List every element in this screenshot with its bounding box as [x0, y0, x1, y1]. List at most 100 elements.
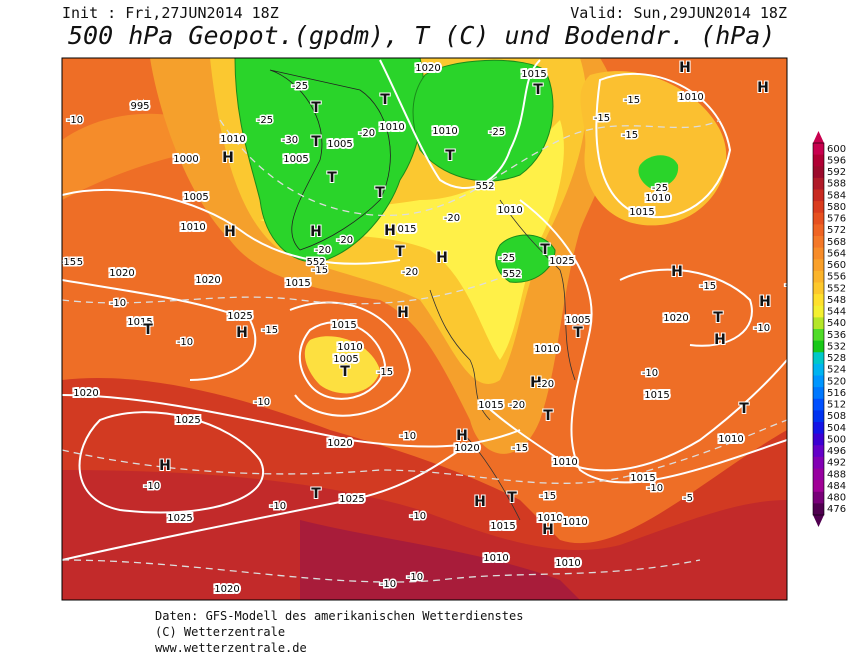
field — [260, 120, 564, 360]
temperature-label: -15 — [622, 130, 638, 141]
field — [300, 520, 580, 600]
pressure-center: H — [530, 375, 542, 391]
pressure-center: T — [445, 148, 455, 164]
pressure-center: T — [739, 401, 749, 417]
colorbar-frame — [812, 142, 825, 516]
pressure-center: H — [671, 264, 683, 280]
field — [304, 336, 380, 394]
isobar — [379, 59, 541, 190]
footer-copyright: (C) Wetterzentrale — [155, 625, 285, 639]
field — [62, 470, 787, 600]
colorbar-swatch — [813, 282, 824, 295]
colorbar-label: 564 — [827, 248, 846, 259]
colorbar-arrow — [813, 515, 824, 527]
colorbar-label: 548 — [827, 295, 846, 306]
isobar-label: 1005 — [183, 192, 208, 203]
colorbar-swatch — [813, 352, 824, 365]
colorbar-swatch — [813, 270, 824, 283]
isobar — [62, 279, 257, 381]
colorbar-swatch — [813, 201, 824, 214]
colorbar-label: 508 — [827, 411, 846, 422]
isobar-label: 1020 — [454, 443, 479, 454]
colorbar-swatch — [813, 503, 824, 516]
temperature-label: -10 — [400, 431, 416, 442]
colorbar-swatch — [813, 433, 824, 446]
isobar-label: 1010 — [562, 517, 587, 528]
temperature-label: -10 — [647, 483, 663, 494]
isobar — [298, 321, 387, 400]
height-label: 552 — [306, 257, 325, 268]
colorbar-swatch — [813, 212, 824, 225]
colorbar-swatch — [813, 340, 824, 353]
pressure-center: H — [436, 250, 448, 266]
pressure-center: T — [380, 92, 390, 108]
temperature-label: -20 — [538, 379, 554, 390]
colorbar-swatch — [813, 154, 824, 167]
temperature-label: -10 — [144, 481, 160, 492]
pressure-center: T — [533, 82, 543, 98]
isobar-label: 1020 — [214, 584, 239, 595]
pressure-center: H — [159, 458, 171, 474]
temperature-label: -15 — [60, 257, 76, 268]
isobar-label: 1010 — [483, 553, 508, 564]
pressure-center: T — [507, 490, 517, 506]
isobar-label: 1020 — [663, 313, 688, 324]
colorbar-label: 544 — [827, 307, 846, 318]
field — [580, 71, 727, 226]
coastline — [429, 199, 576, 521]
pressure-center: T — [395, 244, 405, 260]
colorbar-label: 528 — [827, 353, 846, 364]
isobar-label: 1025 — [167, 513, 192, 524]
colorbar-label: 480 — [827, 493, 846, 504]
colorbar-swatch — [813, 189, 824, 202]
map-frame — [61, 57, 788, 601]
colorbar-label: 580 — [827, 202, 846, 213]
colorbar-swatch — [813, 247, 824, 260]
isobar-label: 1010 — [497, 205, 522, 216]
temperature-label: -20 — [315, 245, 331, 256]
colorbar-label: 560 — [827, 260, 846, 271]
pressure-center: H — [224, 224, 236, 240]
pressure-center: T — [311, 134, 321, 150]
isobar-label: 1020 — [327, 438, 352, 449]
isobar — [519, 199, 787, 484]
pressure-center: T — [540, 242, 550, 258]
colorbar-swatch — [813, 329, 824, 342]
temperature-label: -15 — [512, 443, 528, 454]
colorbar: 6005965925885845805765725685645605565525… — [812, 131, 846, 527]
temperature-label: -10 — [380, 579, 396, 590]
pressure-center: T — [543, 408, 553, 424]
colorbar-label: 572 — [827, 225, 846, 236]
isobar-label: 1025 — [339, 494, 364, 505]
isobar-label: 1020 — [195, 275, 220, 286]
isobar — [78, 411, 264, 514]
temperature-label: -15 — [377, 367, 393, 378]
isobar-label: 1010 — [645, 193, 670, 204]
pressure-center: T — [311, 100, 321, 116]
colorbar-swatch — [813, 456, 824, 469]
temperature-label: -15 — [594, 113, 610, 124]
isobar-label: 1010 — [718, 434, 743, 445]
colorbar-swatch — [813, 236, 824, 249]
isobar-label: 1005 — [283, 154, 308, 165]
colorbar-swatch — [813, 480, 824, 493]
trough — [638, 155, 679, 189]
temperature-label: -20 — [359, 128, 375, 139]
isobar-label: 1015 — [478, 400, 503, 411]
isobar-label: 1005 — [327, 139, 352, 150]
colorbar-swatch — [813, 468, 824, 481]
pressure-center: H — [397, 305, 409, 321]
isobar-label: 1015 — [630, 473, 655, 484]
isotherm — [62, 559, 701, 583]
pressure-center: T — [340, 364, 350, 380]
map-title: 500 hPa Geopot.(gpdm), T (C) und Bodendr… — [68, 21, 775, 50]
colorbar-swatch — [813, 305, 824, 318]
isobar-label: 1015 — [644, 390, 669, 401]
coastline — [269, 69, 391, 251]
pressure-center: H — [456, 428, 468, 444]
colorbar-label: 596 — [827, 155, 846, 166]
colorbar-label: 488 — [827, 469, 846, 480]
trough — [495, 234, 556, 283]
temperature-label: -20 — [444, 213, 460, 224]
